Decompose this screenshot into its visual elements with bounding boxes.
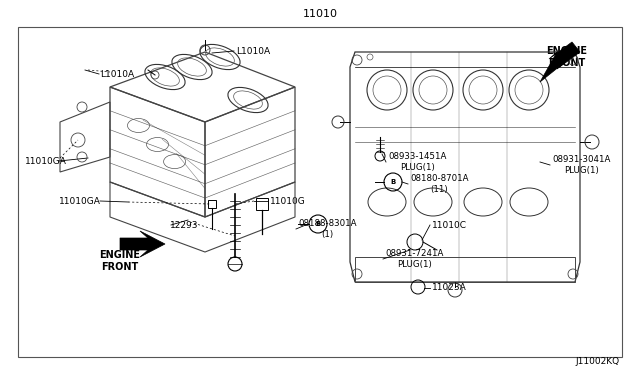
Bar [18,27,622,357]
Text: 08933-1451A
PLUG(1): 08933-1451A PLUG(1) [388,152,446,172]
Text: 08188-8301A
(1): 08188-8301A (1) [298,219,356,239]
Text: J11002KQ: J11002KQ [576,357,620,366]
Text: 11010GA: 11010GA [25,157,67,166]
Text: L1010A: L1010A [236,46,270,55]
Bar [208,200,216,208]
Polygon shape [120,231,165,257]
Text: 08931-7241A
PLUG(1): 08931-7241A PLUG(1) [385,249,444,269]
Bar [256,198,268,210]
Text: 11010C: 11010C [432,221,467,230]
Text: 12293: 12293 [170,221,198,230]
Text: 11010: 11010 [303,9,337,19]
Text: 08180-8701A
(11): 08180-8701A (11) [410,174,468,194]
Text: ENGINE
FRONT: ENGINE FRONT [547,46,588,68]
Text: B: B [390,179,396,185]
Polygon shape [540,42,580,82]
Text: L1010A: L1010A [100,70,134,78]
Text: B: B [316,221,321,227]
Text: 11010GA: 11010GA [59,196,101,205]
Text: 08931-3041A
PLUG(1): 08931-3041A PLUG(1) [552,155,611,175]
Text: ENGINE
FRONT: ENGINE FRONT [99,250,141,272]
Text: 11010G: 11010G [270,196,306,205]
Text: 11023A: 11023A [432,283,467,292]
